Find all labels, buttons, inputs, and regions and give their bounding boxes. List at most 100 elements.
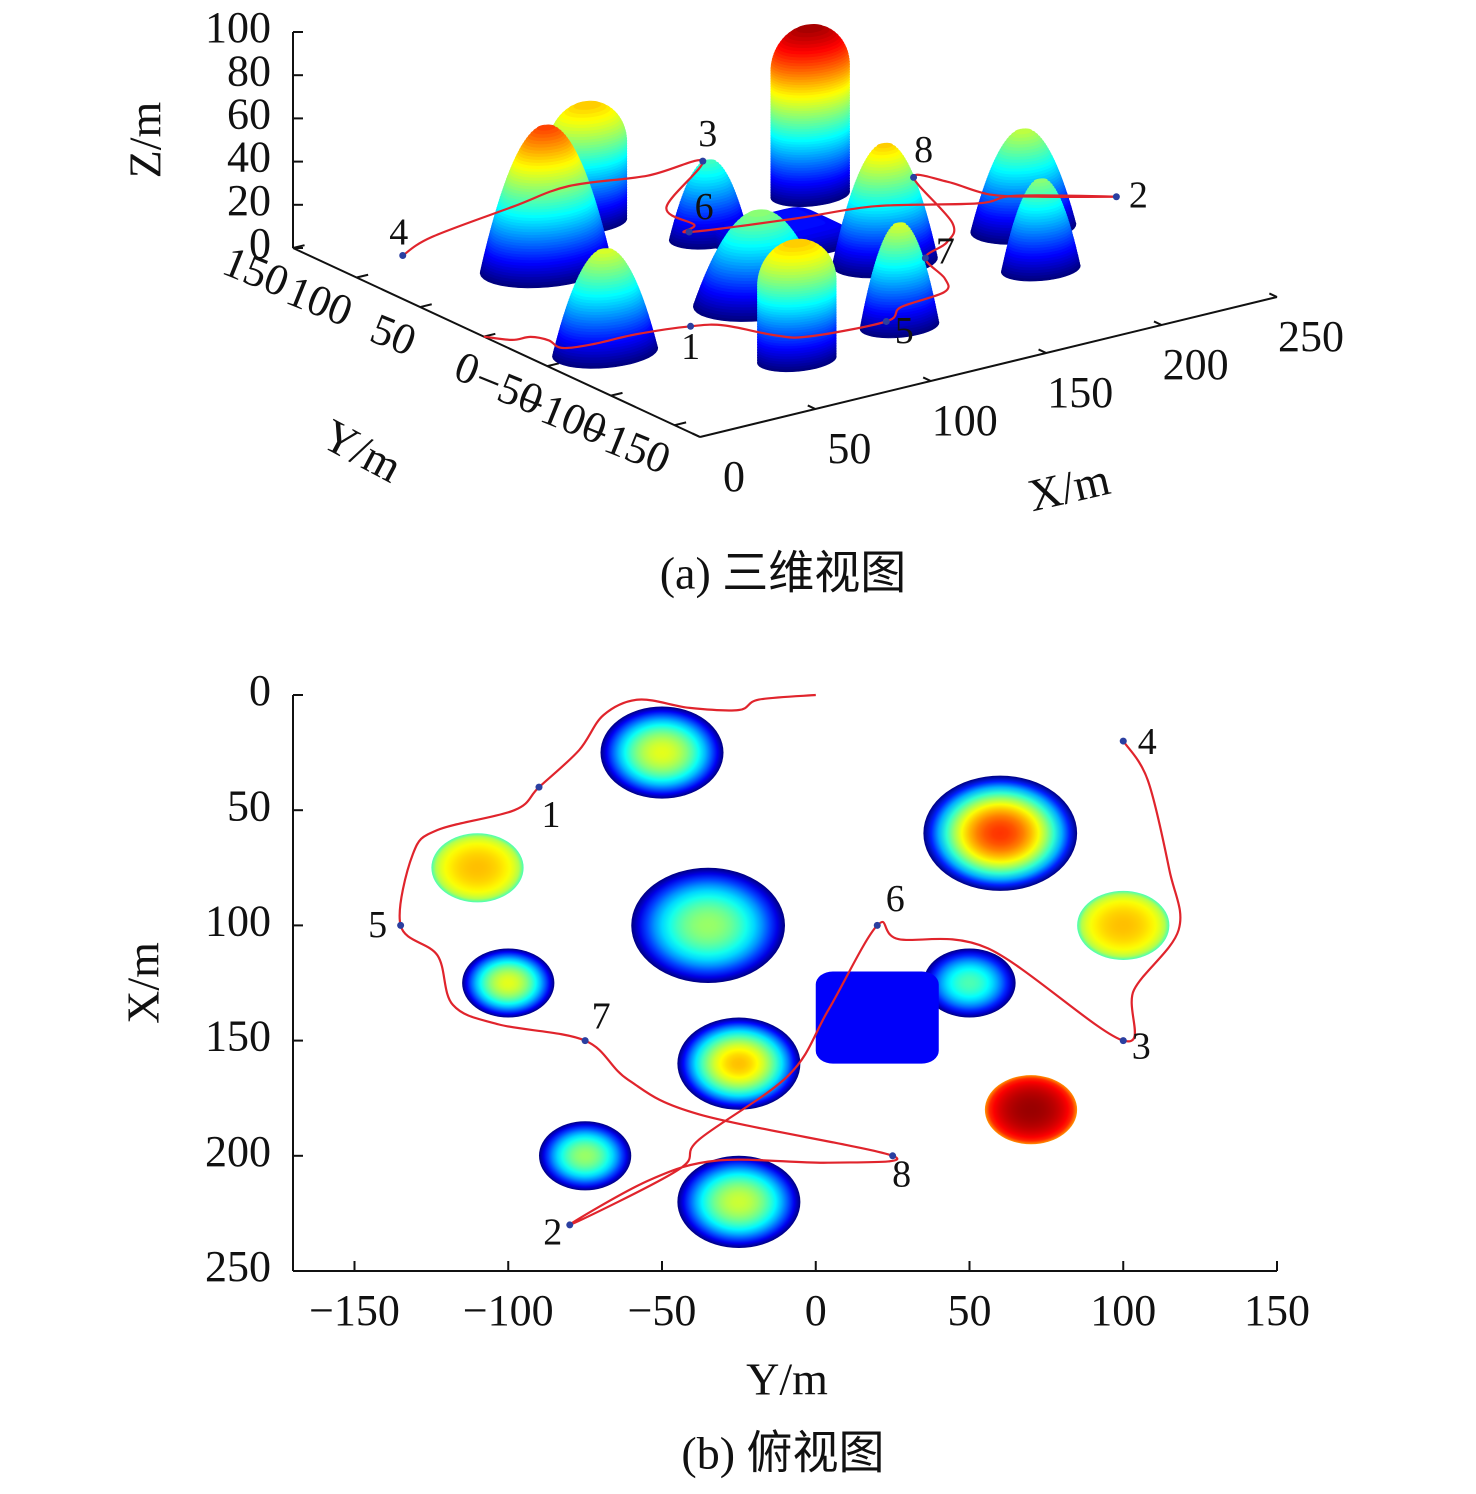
waypoint (921, 254, 929, 262)
obstacle (462, 948, 555, 1018)
surface-layer (747, 209, 771, 217)
x-tick-label: 50 (827, 424, 871, 473)
x-tick-label: 200 (1163, 340, 1229, 389)
surface-layer (892, 222, 907, 227)
y-tick-label: 250 (205, 1242, 271, 1291)
y-tick (419, 303, 432, 309)
z-tick-label: 60 (227, 89, 271, 138)
obstacle-3d (1000, 178, 1081, 282)
waypoint (889, 1152, 897, 1160)
y-tick-label: 150 (205, 1012, 271, 1061)
waypoint (1119, 737, 1127, 745)
obstacle (815, 971, 939, 1064)
x-tick-label: 250 (1278, 312, 1344, 361)
waypoint (882, 317, 890, 325)
waypoint-label: 3 (1132, 1025, 1151, 1067)
y-tick-label: 50 (227, 781, 271, 830)
x-tick-label: 100 (1090, 1286, 1156, 1335)
x-tick (1038, 348, 1047, 354)
x-tick-label: −50 (628, 1286, 697, 1335)
y-tick (610, 391, 623, 397)
x-axis (699, 296, 1278, 438)
surface-layer (796, 23, 825, 34)
y-tick-label: 0 (249, 666, 271, 715)
x-tick-label: −100 (463, 1286, 554, 1335)
obstacle (631, 867, 785, 984)
y-axis-label: X/m (118, 942, 169, 1024)
obstacle (677, 1155, 801, 1248)
surface-layer (1014, 128, 1033, 135)
y-tick-label: 200 (205, 1127, 271, 1176)
x-tick (691, 432, 701, 438)
waypoint (685, 228, 693, 236)
waypoint-label: 1 (542, 794, 561, 836)
waypoint-label: 2 (1129, 174, 1148, 216)
waypoint-label: 3 (698, 113, 717, 155)
surface-layer (536, 124, 556, 131)
waypoint-label: 1 (681, 326, 700, 368)
surface-layer (782, 238, 811, 248)
obstacle-3d (770, 23, 851, 208)
obstacle (431, 833, 524, 903)
waypoint-label: 4 (1138, 721, 1157, 763)
flight-path (402, 158, 1118, 350)
y-axis (292, 247, 701, 438)
waypoint-label: 8 (892, 1154, 911, 1196)
surface-layer (596, 248, 614, 254)
obstacle (984, 1075, 1078, 1145)
x-tick-label: 0 (805, 1286, 827, 1335)
waypoint (1119, 1037, 1127, 1045)
obstacle-3d (756, 238, 837, 373)
z-tick-label: 100 (205, 3, 271, 52)
y-tick (674, 421, 687, 427)
waypoint-label: 5 (368, 904, 387, 946)
caption: (a) 三维视图 (660, 548, 907, 599)
flight-path (398, 693, 1182, 1227)
waypoint-label: 2 (543, 1212, 562, 1254)
x-tick-label: 150 (1047, 368, 1113, 417)
waypoint-label: 6 (695, 186, 714, 228)
surface-layer (876, 142, 893, 149)
x-tick-label: 50 (948, 1286, 992, 1335)
surface-layer (1033, 178, 1048, 184)
z-tick-label: 0 (249, 219, 271, 268)
waypoint (566, 1221, 574, 1229)
obstacle-3d (859, 222, 940, 339)
x-tick-label: 100 (932, 396, 998, 445)
waypoint (910, 173, 918, 181)
y-tick-label: 100 (205, 896, 271, 945)
x-tick-label: 0 (723, 452, 745, 501)
z-tick-label: 20 (227, 176, 271, 225)
obstacle (923, 775, 1078, 891)
obstacle (600, 706, 724, 799)
waypoint (535, 783, 543, 791)
waypoint-label: 4 (389, 211, 408, 253)
x-tick (1268, 292, 1278, 298)
waypoint (687, 322, 695, 330)
obstacle (923, 948, 1016, 1018)
waypoint-label: 8 (914, 129, 933, 171)
obstacle-3d (479, 124, 613, 289)
waypoint (699, 157, 707, 165)
x-tick-label: −150 (309, 1286, 400, 1335)
obstacle (1077, 890, 1170, 960)
x-axis-label: Y/m (746, 1354, 828, 1405)
waypoint-label: 7 (592, 995, 611, 1037)
obstacle (677, 1017, 801, 1110)
waypoint-label: 6 (886, 878, 905, 920)
waypoint-label: 5 (895, 310, 914, 352)
surface-layer (573, 100, 602, 110)
waypoint-label: 7 (936, 231, 955, 273)
y-tick (547, 362, 560, 368)
caption: (b) 俯视图 (681, 1428, 884, 1479)
waypoint (1112, 193, 1120, 201)
waypoint (399, 252, 407, 260)
z-tick-label: 40 (227, 133, 271, 182)
x-tick (807, 404, 816, 410)
waypoint (397, 921, 405, 929)
x-tick-label: 150 (1244, 1286, 1310, 1335)
obstacle (539, 1121, 632, 1191)
x-tick (922, 376, 932, 382)
